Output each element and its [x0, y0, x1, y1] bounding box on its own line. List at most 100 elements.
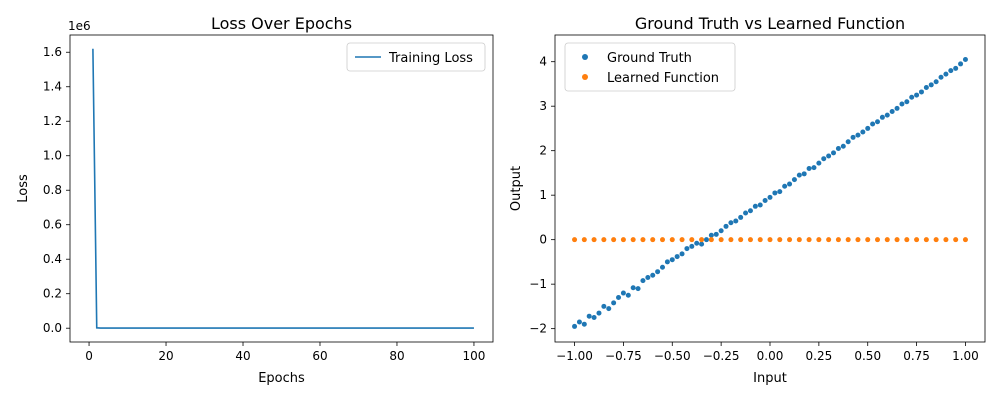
data-point	[928, 82, 934, 88]
data-point	[576, 319, 582, 325]
data-point	[958, 61, 964, 67]
y-tick-label: 3	[539, 99, 547, 113]
data-point	[645, 274, 651, 280]
data-point	[904, 237, 910, 243]
data-point	[650, 272, 656, 278]
y-tick-label: 1.2	[43, 114, 62, 128]
data-point	[953, 237, 959, 243]
data-point	[943, 237, 949, 243]
data-point	[581, 237, 587, 243]
data-point	[777, 189, 783, 195]
data-point	[752, 203, 758, 209]
data-point	[581, 321, 587, 327]
data-point	[625, 292, 631, 298]
y-tick-label: 4	[539, 55, 547, 69]
data-point	[713, 231, 719, 237]
data-point	[708, 237, 714, 243]
data-point	[601, 237, 607, 243]
x-tick-label: −0.75	[605, 349, 642, 363]
data-point	[806, 165, 812, 171]
data-point	[723, 223, 729, 229]
data-point	[826, 237, 832, 243]
data-point	[953, 65, 959, 71]
legend-swatch-1	[582, 74, 588, 80]
data-point	[787, 181, 793, 187]
data-point	[816, 237, 822, 243]
legend: Ground Truth Learned Function	[564, 42, 736, 92]
data-point	[660, 237, 665, 243]
data-point	[923, 237, 929, 243]
x-tick-label: −1.00	[556, 349, 593, 363]
data-point	[826, 153, 832, 159]
data-point	[635, 286, 641, 292]
data-point	[767, 237, 773, 243]
data-point	[747, 237, 753, 243]
data-point	[699, 241, 705, 247]
data-point	[689, 243, 695, 249]
y-tick-label: 0.0	[43, 321, 62, 335]
x-tick-label: 20	[158, 349, 173, 363]
data-point	[865, 125, 871, 131]
y-tick-label: 2	[539, 144, 547, 158]
data-point	[611, 237, 617, 243]
data-point	[845, 237, 851, 243]
data-point	[620, 237, 626, 243]
data-point	[948, 68, 954, 74]
data-point	[630, 285, 636, 291]
data-point	[884, 237, 890, 243]
chart-title: Ground Truth vs Learned Function	[635, 14, 905, 33]
data-point	[679, 251, 685, 257]
x-tick-label: 0.75	[903, 349, 930, 363]
data-point	[879, 114, 885, 120]
data-point	[914, 237, 920, 243]
data-point	[733, 218, 739, 224]
data-point	[933, 237, 939, 243]
data-point	[708, 232, 714, 238]
x-tick-label: 80	[389, 349, 404, 363]
plot-frame	[69, 34, 494, 343]
data-point	[762, 198, 768, 204]
x-tick-label: 100	[462, 349, 485, 363]
y-tick-label: −2	[529, 322, 547, 336]
data-point	[918, 89, 924, 95]
data-point	[855, 132, 861, 138]
data-point	[796, 172, 802, 178]
data-point	[718, 237, 724, 243]
data-point	[787, 237, 793, 243]
data-point	[962, 237, 968, 243]
y-tick-label: 1	[539, 188, 547, 202]
data-point	[660, 264, 665, 270]
data-point	[699, 237, 705, 243]
data-point	[689, 237, 695, 243]
legend-label-0: Training Loss	[388, 51, 473, 66]
data-point	[703, 237, 709, 243]
data-point	[884, 112, 890, 118]
data-point	[572, 323, 578, 329]
y-axis-label: Loss	[16, 174, 31, 203]
x-tick-label: 0.50	[854, 349, 881, 363]
data-point	[772, 190, 778, 196]
data-point	[909, 94, 915, 100]
y-tick-label: 0	[539, 233, 547, 247]
data-point	[875, 237, 880, 243]
x-tick-label: 0.25	[806, 349, 833, 363]
x-tick-label: 1.00	[952, 349, 979, 363]
data-point	[806, 237, 812, 243]
data-point	[894, 237, 900, 243]
series-line-0	[92, 48, 474, 329]
legend-label-1: Learned Function	[607, 71, 719, 86]
data-point	[640, 278, 646, 284]
legend: Training Loss	[346, 42, 486, 72]
data-point	[591, 237, 597, 243]
data-point	[586, 313, 592, 319]
data-point	[943, 71, 949, 77]
data-point	[894, 105, 900, 111]
loss-chart: Loss Over Epochs 0 20 40 60 80 100 0.0 0.2 0.4 0.6…	[16, 14, 494, 386]
legend-swatch-0	[582, 54, 588, 60]
x-axis-label: Epochs	[258, 371, 305, 386]
data-point	[757, 237, 763, 243]
data-point	[728, 237, 734, 243]
data-point	[850, 134, 856, 140]
data-point	[620, 290, 626, 296]
